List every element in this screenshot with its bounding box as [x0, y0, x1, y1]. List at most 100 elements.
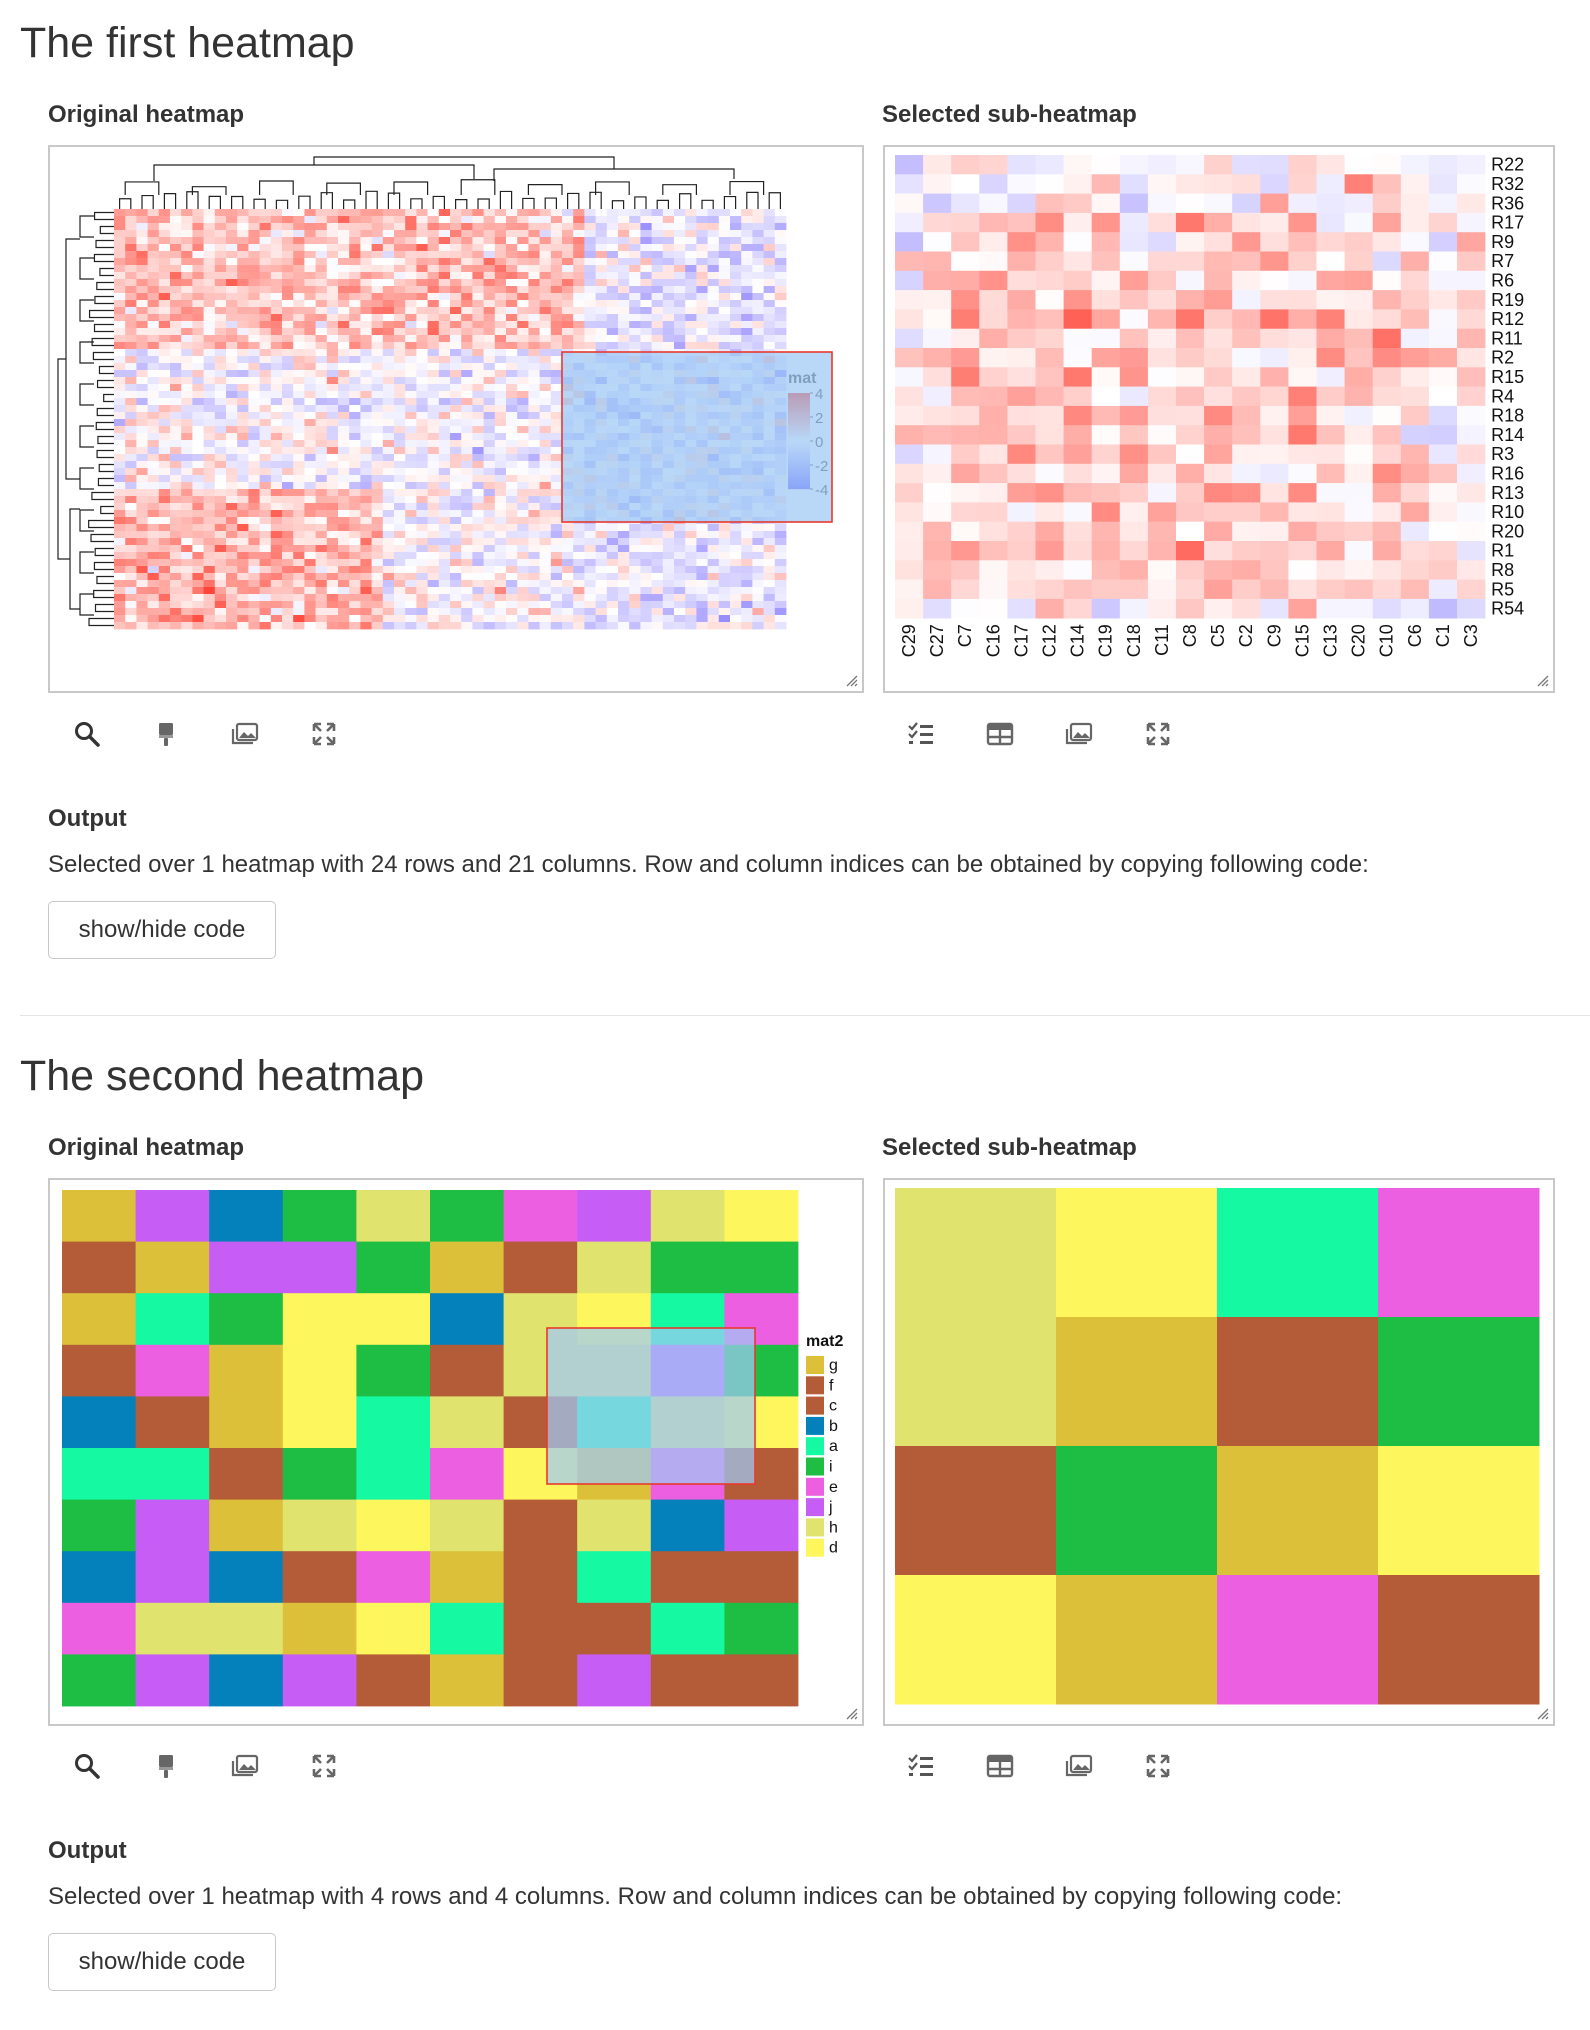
heatmap-cell — [170, 426, 182, 434]
sub-heatmap-cell — [895, 579, 924, 600]
heatmap-cell — [405, 223, 417, 231]
search-icon[interactable] — [65, 1744, 109, 1788]
search-icon[interactable] — [65, 712, 109, 756]
expand-icon[interactable] — [1136, 1744, 1180, 1788]
sub-heatmap-cell — [979, 212, 1008, 233]
original-heatmap-panel-2[interactable]: mat2 g f c b a i e j h d — [48, 1178, 864, 1726]
heatmap-cell — [181, 335, 193, 343]
heatmap-cell — [315, 524, 328, 532]
heatmap-cell — [562, 258, 574, 266]
original-heatmap-panel-1[interactable]: mat420-2-4 — [48, 145, 864, 693]
heatmap-cell — [494, 335, 507, 343]
list-check-icon[interactable] — [899, 1744, 943, 1788]
original-heatmap-1[interactable]: mat420-2-4 — [50, 147, 862, 691]
show-hide-code-button-1[interactable]: show/hide code — [48, 901, 276, 959]
brush-icon[interactable] — [144, 1744, 188, 1788]
heatmap-cell — [136, 433, 148, 441]
expand-icon[interactable] — [302, 1744, 346, 1788]
legend-key: i — [829, 1459, 833, 1476]
heatmap-cell — [539, 209, 552, 217]
dendrogram-branch — [119, 198, 132, 209]
heatmap-cell — [718, 314, 731, 322]
heatmap-cell — [674, 545, 686, 553]
heatmap-cell — [147, 433, 160, 441]
heatmap-cell — [707, 545, 720, 553]
heatmap-cell — [506, 545, 518, 553]
heatmap-cell — [483, 538, 496, 546]
heatmap-cell — [147, 293, 160, 301]
heatmap-cell — [147, 244, 160, 252]
heatmap-cell — [550, 300, 563, 308]
expand-icon[interactable] — [1136, 712, 1180, 756]
heatmap-cell — [293, 391, 305, 399]
heatmap-cell — [259, 468, 272, 476]
heatmap-cell — [483, 363, 496, 371]
heatmap-cell — [506, 594, 518, 602]
heatmap-cell — [282, 496, 294, 504]
heatmap-cell — [192, 447, 204, 455]
show-hide-code-button-2[interactable]: show/hide code — [48, 1933, 276, 1991]
heatmap-cell — [685, 300, 697, 308]
sub-heatmap-cell — [1457, 483, 1486, 503]
row-label: R17 — [1491, 213, 1524, 233]
image-icon[interactable] — [1057, 712, 1101, 756]
heatmap-cell — [237, 419, 249, 427]
heatmap-cell — [640, 230, 652, 238]
table-icon[interactable] — [978, 712, 1022, 756]
heatmap-cell — [696, 307, 708, 315]
heatmap-cell — [763, 524, 776, 532]
heatmap-cell — [136, 615, 148, 623]
heatmap-cell — [135, 1293, 210, 1346]
heatmap-cell — [170, 552, 182, 560]
heatmap-cell — [338, 377, 350, 385]
heatmap-cell — [562, 615, 574, 623]
heatmap-cell — [315, 538, 328, 546]
heatmap-cell — [539, 279, 552, 287]
heatmap-cell — [338, 314, 350, 322]
heatmap-cell — [237, 594, 249, 602]
heatmap-cell — [427, 440, 440, 448]
sub-heatmap-cell — [1316, 290, 1345, 310]
heatmap-cell — [114, 251, 126, 259]
heatmap-cell — [416, 265, 428, 273]
resize-handle[interactable] — [844, 673, 858, 687]
heatmap-cell — [62, 1396, 136, 1449]
heatmap-cell — [349, 531, 361, 539]
heatmap-cell — [270, 622, 283, 630]
heatmap-cell — [774, 580, 787, 588]
heatmap-cell — [528, 307, 540, 315]
resize-handle[interactable] — [1535, 673, 1549, 687]
heatmap-cell — [214, 370, 227, 378]
image-icon[interactable] — [1057, 1744, 1101, 1788]
resize-handle[interactable] — [1535, 1706, 1549, 1720]
list-check-icon[interactable] — [899, 712, 943, 756]
heatmap-cell — [506, 412, 518, 420]
heatmap-cell — [237, 503, 249, 511]
heatmap-cell — [382, 454, 395, 462]
sub-heatmap-cell — [1457, 560, 1486, 580]
sub-heatmap-cell — [1372, 405, 1402, 426]
table-icon[interactable] — [978, 1744, 1022, 1788]
heatmap-cell — [136, 349, 148, 357]
heatmap-cell — [741, 601, 753, 609]
image-icon[interactable] — [223, 1744, 267, 1788]
heatmap-cell — [114, 307, 126, 315]
image-icon[interactable] — [223, 712, 267, 756]
expand-icon[interactable] — [302, 712, 346, 756]
row-label: R22 — [1491, 155, 1524, 175]
brush-icon[interactable] — [144, 712, 188, 756]
heatmap-cell — [450, 552, 462, 560]
dendrogram-branch — [69, 508, 80, 610]
resize-handle[interactable] — [844, 1706, 858, 1720]
heatmap-cell — [371, 587, 384, 595]
heatmap-cell — [349, 587, 361, 595]
heatmap-cell — [584, 622, 596, 630]
sub-heatmap-cell — [1400, 598, 1430, 619]
heatmap-cell — [181, 251, 193, 259]
heatmap-cell — [338, 566, 350, 574]
heatmap-cell — [394, 538, 406, 546]
heatmap-cell — [282, 482, 294, 490]
heatmap-cell — [707, 622, 720, 630]
heatmap-cell — [438, 531, 451, 539]
